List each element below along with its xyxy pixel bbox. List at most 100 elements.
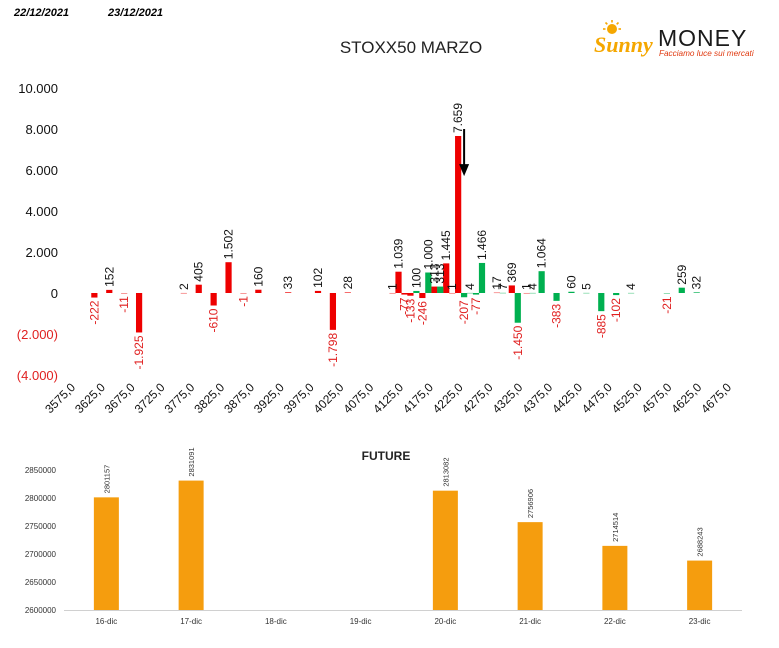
x-tick-label: 4475,0	[579, 380, 615, 416]
x-tick-label: 19-dic	[350, 617, 372, 626]
date-right: 23/12/2021	[108, 7, 164, 19]
x-tick-label: 22-dic	[604, 617, 626, 626]
bar	[407, 293, 414, 296]
x-tick-label: 4525,0	[609, 380, 645, 416]
x-tick-label: 4675,0	[698, 380, 734, 416]
x-tick-label: 4275,0	[460, 380, 496, 416]
data-label: 1.000	[421, 239, 435, 269]
data-label: 1	[386, 283, 400, 290]
bar	[568, 291, 575, 293]
svg-text:MONEY: MONEY	[658, 25, 747, 51]
x-axis: 3575,03625,03675,03725,03775,03825,03875…	[42, 380, 734, 416]
bar	[443, 263, 450, 293]
data-label: -77	[397, 297, 411, 315]
x-tick-label: 3675,0	[102, 380, 138, 416]
data-label: 7.659	[451, 103, 465, 133]
data-label: 405	[192, 261, 206, 281]
x-tick-label: 4375,0	[519, 380, 555, 416]
svg-text:Facciamo luce sui mercati: Facciamo luce sui mercati	[659, 49, 754, 58]
y-axis: 10.000 8.000 6.000 4.000 2.000 0 (2.000) (4.000…	[17, 81, 58, 383]
data-label: -885	[594, 314, 608, 338]
data-label: -77	[469, 297, 483, 315]
bar	[135, 293, 143, 333]
sun-icon	[603, 20, 621, 34]
y-tick-label: 2.000	[25, 245, 58, 260]
y-tick-label: 2850000	[25, 466, 57, 475]
bar	[255, 289, 262, 293]
bar	[401, 293, 408, 295]
data-label: -1.798	[326, 333, 340, 367]
data-label: 1.502	[222, 229, 236, 259]
data-label: 1.445	[439, 230, 453, 260]
x-tick-label: 3625,0	[72, 380, 108, 416]
x-tick-label: 3925,0	[251, 380, 287, 416]
y-axis: 2850000 2800000 2750000 2700000 2650000 26000…	[25, 466, 57, 615]
sunny-money-logo: Sunny MONEY Facciamo luce sui mercati	[594, 20, 754, 58]
data-label: 4	[624, 283, 638, 290]
x-tick-label: 3875,0	[221, 380, 257, 416]
data-label: 100	[409, 268, 423, 288]
bar	[395, 271, 402, 293]
data-label: 102	[311, 268, 325, 288]
data-label: 313	[433, 263, 447, 283]
data-label: -11	[117, 296, 131, 313]
bar	[285, 292, 292, 293]
bar	[431, 286, 438, 293]
data-label: 33	[281, 276, 295, 290]
bar	[508, 285, 515, 293]
bar	[687, 560, 713, 610]
bar	[693, 292, 700, 293]
bar	[344, 292, 351, 293]
x-tick-label: 17-dic	[180, 617, 202, 626]
x-tick-label: 4175,0	[400, 380, 436, 416]
data-labels: 2801157 2831091 2813082 2756906 2714514 26882…	[102, 447, 704, 556]
data-label: 369	[505, 262, 519, 282]
data-label: 1.466	[475, 230, 489, 260]
bar	[514, 293, 521, 323]
bar	[461, 293, 468, 298]
data-label: -222	[87, 300, 101, 324]
data-label: 60	[564, 275, 578, 289]
data-label: -102	[609, 298, 623, 322]
data-label: 5	[579, 283, 593, 290]
bar	[329, 293, 337, 330]
bar	[425, 272, 432, 293]
bar	[613, 293, 620, 296]
data-label: -246	[415, 301, 429, 325]
y-tick-label: 2650000	[25, 578, 57, 587]
y-tick-label: 0	[51, 286, 58, 301]
y-tick-label: 10.000	[18, 81, 58, 96]
bar	[106, 289, 113, 293]
x-axis: 16-dic 17-dic 18-dic 19-dic 20-dic 21-dic 22-d…	[64, 610, 742, 626]
data-label: -610	[207, 308, 221, 332]
data-label: -133	[403, 298, 417, 322]
svg-text:Sunny: Sunny	[594, 32, 653, 57]
data-label: 259	[675, 264, 689, 284]
x-tick-label: 3725,0	[132, 380, 168, 416]
x-tick-label: 4325,0	[490, 380, 526, 416]
bar	[195, 284, 202, 293]
bar	[478, 262, 486, 293]
bar	[314, 290, 322, 293]
bar	[553, 293, 560, 301]
bar	[210, 293, 217, 306]
data-label: 2756906	[526, 489, 535, 518]
data-label: 32	[690, 276, 704, 290]
data-label: 1.064	[535, 238, 549, 268]
data-label: -21	[660, 296, 674, 314]
x-tick-label: 4025,0	[311, 380, 347, 416]
bar	[419, 293, 426, 299]
x-tick-label: 3775,0	[162, 380, 198, 416]
bar	[432, 490, 458, 610]
x-tick-label: 3575,0	[42, 380, 78, 416]
data-label: -207	[457, 300, 471, 324]
data-label: 152	[102, 267, 116, 287]
data-label: -1.450	[511, 325, 525, 359]
y-tick-label: 2700000	[25, 550, 57, 559]
data-label: 1	[520, 283, 534, 290]
chart-title: STOXX50 MARZO	[340, 38, 482, 57]
x-tick-label: 20-dic	[434, 617, 456, 626]
x-tick-label: 16-dic	[95, 617, 117, 626]
bars	[93, 480, 713, 610]
